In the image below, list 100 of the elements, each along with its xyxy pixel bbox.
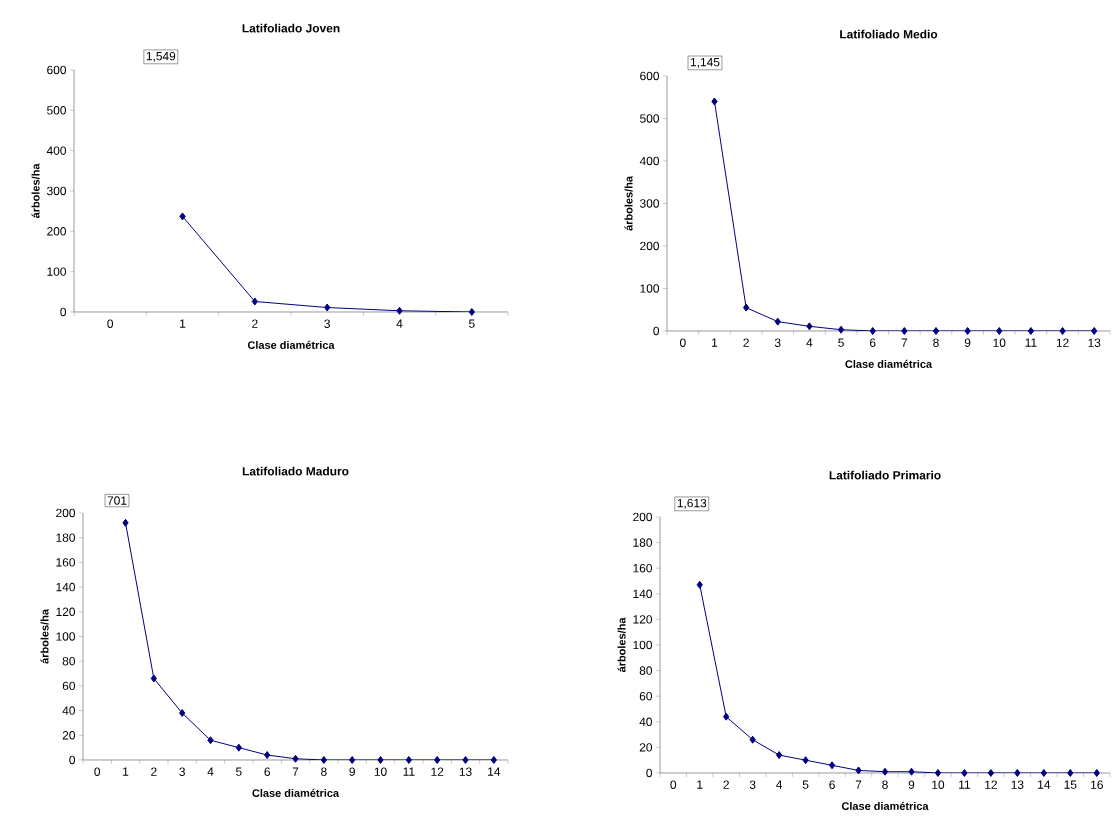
y-tick-label: 100 [56,632,76,641]
point [264,751,271,760]
x-tick-label: 9 [908,780,915,789]
x-tick-label: 0 [107,319,114,328]
y-tick-label: 0 [69,755,76,765]
x-axis-title: Clase diamétrica [247,340,335,349]
x-tick-label: 1 [180,319,186,328]
x-tick-label: 14 [488,767,501,776]
point [806,322,813,331]
x-tick-label: 11 [1025,338,1037,347]
x-tick-label: 6 [869,338,876,347]
y-tick-label: 100 [640,284,660,293]
x-tick-label: 12 [1056,338,1069,347]
y-tick-label: 200 [633,512,653,522]
x-tick-label: 6 [264,767,270,776]
point [490,755,497,764]
y-tick-label: 300 [46,186,67,196]
y-tick-label: 160 [56,558,76,567]
y-tick-label: 200 [56,508,76,518]
x-tick-label: 15 [1064,780,1077,789]
point [434,755,441,764]
point [150,674,157,683]
point [320,755,327,764]
y-tick-label: 100 [47,267,67,276]
y-tick-label: 180 [56,533,76,542]
point [179,709,186,718]
x-tick-label: 0 [670,780,677,789]
x-axis-title: Clase diamétrica [845,359,933,368]
y-tick-label: 500 [47,106,67,115]
y-tick-label: 40 [62,706,76,715]
point [349,755,356,764]
x-tick-label: 10 [932,780,945,789]
point [996,326,1003,335]
y-tick-label: 20 [639,743,653,752]
y-tick-label: 40 [639,717,653,727]
y-tick-label: 0 [653,326,660,336]
point [711,97,718,106]
point [901,326,908,335]
point [1091,326,1098,335]
point [964,326,971,335]
y-tick-label: 300 [640,199,660,208]
y-tick-label: 140 [633,589,653,599]
y-tick-label: 20 [62,731,76,740]
x-tick-label: 3 [774,338,781,347]
x-tick-label: 11 [959,780,971,789]
text: 701 [107,496,127,505]
x-tick-label: 13 [1088,338,1101,347]
point [324,303,331,312]
point [405,755,412,764]
x-tick-label: 13 [459,767,472,776]
point [987,768,995,777]
x-tick-label: 2 [252,319,258,328]
point [855,766,862,775]
point [776,751,783,760]
y-axis-title: árboles/ha [624,176,633,231]
x-tick-label: 4 [776,780,783,789]
x-tick-label: 12 [431,767,444,776]
y-axis-title: árboles/ha [31,163,40,219]
x-tick-label: 12 [985,780,997,789]
x-tick-label: 5 [236,767,242,776]
y-tick-label: 160 [633,563,653,573]
x-tick-label: 3 [749,780,756,789]
x-tick-label: 8 [321,767,327,776]
y-axis-title: árboles/ha [40,609,49,664]
y-tick-label: 140 [56,582,76,592]
point [1059,326,1066,335]
x-tick-label: 3 [324,319,330,328]
text: 1,145 [690,58,720,68]
point [1027,326,1035,335]
x-tick-label: 9 [964,338,971,347]
y-tick-label: 100 [633,640,653,650]
point [774,317,781,326]
point [934,768,942,777]
x-axis-title: Clase diamétrica [841,801,929,810]
y-tick-label: 120 [633,615,653,624]
y-tick-label: 0 [60,307,67,317]
x-tick-label: 6 [829,780,835,789]
y-tick-label: 400 [46,146,67,155]
y-tick-label: 600 [47,65,67,75]
x-tick-label: 4 [806,338,813,347]
point [828,761,836,770]
x-tick-label: 4 [396,319,403,328]
x-tick-label: 13 [1011,780,1024,789]
point [207,736,214,745]
y-tick-label: 80 [62,656,76,666]
chart-title: Latifoliado Joven [242,23,340,33]
point [837,325,845,334]
y-tick-label: 200 [47,227,67,236]
x-tick-label: 5 [802,780,809,789]
x-tick-label: 0 [94,767,101,776]
y-tick-label: 600 [640,71,660,81]
point [1067,768,1074,777]
point [932,326,940,335]
point [696,580,703,589]
x-tick-label: 2 [151,767,157,776]
point [1093,768,1100,777]
point [1040,768,1047,777]
x-tick-label: 8 [933,338,939,347]
y-tick-label: 80 [639,666,653,675]
point [723,712,730,721]
